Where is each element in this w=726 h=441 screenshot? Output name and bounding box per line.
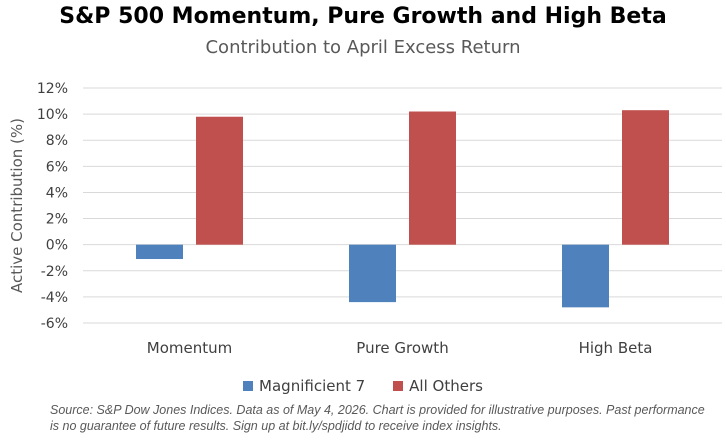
bar-all-others (409, 111, 456, 245)
chart-legend: Magnificient 7 All Others (0, 377, 726, 395)
y-tick-label: 0% (46, 238, 68, 254)
legend-label-all-others: All Others (409, 377, 483, 395)
x-category-label: Momentum (147, 339, 232, 357)
bar-magnificent-7 (136, 244, 183, 260)
y-tick-label: 8% (46, 133, 68, 149)
y-tick-label: 2% (46, 212, 68, 228)
bar-all-others (622, 110, 669, 245)
chart-title: S&P 500 Momentum, Pure Growth and High B… (59, 4, 667, 29)
legend-swatch-magnificent-7 (243, 381, 254, 391)
bar-magnificent-7 (349, 244, 396, 303)
x-category-label: Pure Growth (356, 339, 448, 357)
legend-item-all-others: All Others (393, 377, 483, 395)
chart-subtitle: Contribution to April Excess Return (205, 37, 521, 58)
legend-label-magnificent-7: Magnificient 7 (259, 377, 366, 395)
y-tick-label: 6% (46, 159, 68, 175)
y-tick-label: 10% (37, 107, 68, 123)
y-tick-label: -2% (41, 264, 68, 280)
y-tick-label: -6% (41, 316, 68, 332)
y-tick-label: 12% (37, 81, 68, 97)
source-note: Source: S&P Dow Jones Indices. Data as o… (50, 403, 705, 433)
bar-all-others (196, 116, 243, 245)
legend-swatch-all-others (393, 381, 404, 391)
y-tick-label: 4% (46, 185, 68, 201)
y-axis-label: Active Contribution (%) (8, 118, 26, 293)
y-tick-label: -4% (41, 290, 68, 306)
bar-magnificent-7 (562, 244, 609, 308)
legend-item-magnificent-7: Magnificient 7 (243, 377, 365, 395)
x-category-label: High Beta (579, 339, 653, 357)
